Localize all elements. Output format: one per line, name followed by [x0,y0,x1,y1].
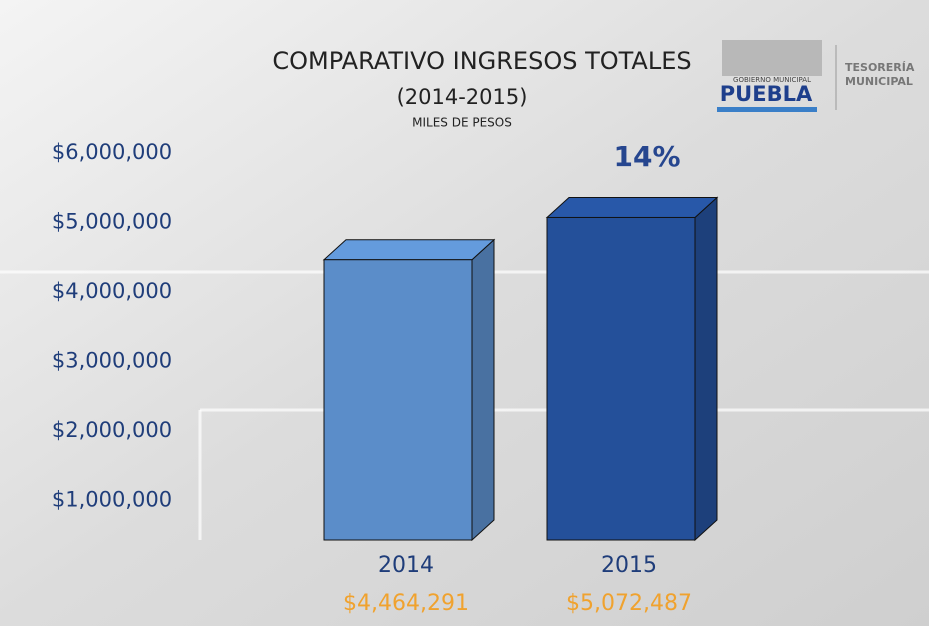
y-tick-label: $4,000,000 [52,279,172,303]
logo: GOBIERNO MUNICIPAL PUEBLA TESORERÍA MUNI… [717,40,915,112]
y-tick-label: $2,000,000 [52,418,172,442]
bar-side [471,238,495,542]
bar-side [694,196,718,542]
bar-top [322,239,496,261]
dept-line: MUNICIPAL [845,75,913,88]
annotation: 14% [613,140,680,173]
logo-building [722,40,822,76]
x-tick-label: 2015 [601,553,657,578]
bar-top [545,196,719,218]
x-tick-label: 2014 [378,553,434,578]
logo-stripe [717,107,817,112]
bar [323,259,473,541]
unit-note: MILES DE PESOS [412,116,512,130]
value-label: $5,072,487 [566,591,692,616]
logo-caption: GOBIERNO MUNICIPAL [733,76,811,84]
value-label: $4,464,291 [343,591,469,616]
chart-title: COMPARATIVO INGRESOS TOTALES [272,47,691,75]
dept-line: TESORERÍA [845,61,915,74]
y-tick-label: $6,000,000 [52,140,172,164]
y-tick-label: $3,000,000 [52,349,172,373]
bar [546,216,696,541]
logo-name: PUEBLA [720,82,813,106]
y-tick-label: $1,000,000 [52,488,172,512]
chart-subtitle: (2014-2015) [397,85,528,109]
y-tick-label: $5,000,000 [52,210,172,234]
